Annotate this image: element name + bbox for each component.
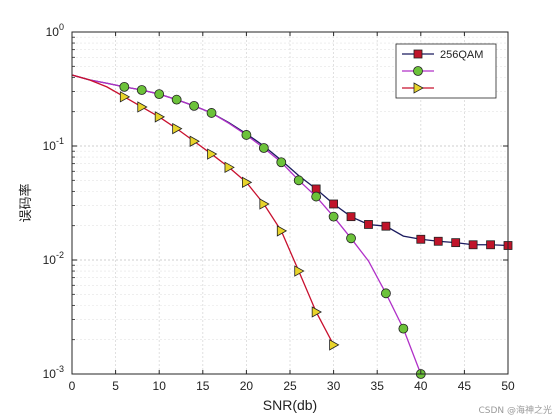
series-3-point bbox=[241, 176, 253, 189]
series-1-point bbox=[433, 236, 443, 246]
x-tick-label: 15 bbox=[196, 379, 210, 393]
y-tick-label: 10-3 bbox=[43, 364, 64, 381]
legend-label: 256QAM bbox=[440, 49, 483, 61]
series-2-point bbox=[206, 108, 217, 118]
series-2-point bbox=[119, 81, 130, 92]
series-3-point bbox=[259, 198, 270, 210]
series-2-point bbox=[346, 233, 356, 244]
series-2-point bbox=[258, 143, 269, 153]
series-1-point bbox=[486, 240, 495, 250]
series-2-point bbox=[311, 191, 322, 202]
series-2-point bbox=[171, 94, 182, 105]
series-1-point bbox=[468, 240, 478, 250]
x-tick-label: 5 bbox=[112, 379, 119, 393]
y-tick-label: 10-2 bbox=[43, 250, 64, 267]
y-tick-label: 100 bbox=[46, 22, 64, 39]
series-layer bbox=[71, 74, 513, 379]
legend-marker bbox=[413, 82, 424, 94]
series-3-point bbox=[207, 148, 218, 160]
series-1-point bbox=[329, 199, 339, 209]
x-tick-label: 10 bbox=[153, 379, 167, 393]
series-3-point bbox=[224, 161, 235, 174]
series-2-point bbox=[328, 211, 339, 222]
x-axis-title: SNR(db) bbox=[263, 397, 317, 413]
series-2-point bbox=[398, 323, 409, 334]
series-3 bbox=[71, 74, 340, 351]
axes: 0 5 10 15 20 25 30 35 40 45 50 100 10-1 10-2 10-3 bbox=[43, 22, 515, 393]
x-tick-label: 45 bbox=[458, 379, 472, 393]
series-1-point bbox=[364, 220, 373, 229]
series-2-point bbox=[241, 130, 252, 140]
series-1-point bbox=[416, 234, 426, 244]
series-3-point bbox=[119, 91, 131, 103]
series-3-point bbox=[311, 306, 322, 318]
series-3-line bbox=[71, 74, 335, 346]
watermark: CSDN @海神之光 bbox=[478, 406, 552, 416]
legend: 256QAM bbox=[395, 43, 497, 99]
y-tick-label: 10-1 bbox=[43, 136, 64, 153]
series-2-point bbox=[276, 157, 287, 168]
series-2-point bbox=[136, 85, 147, 95]
x-tick-label: 35 bbox=[371, 379, 385, 393]
series-2-point bbox=[154, 89, 165, 100]
series-3-point bbox=[172, 122, 183, 135]
series-1-point bbox=[381, 221, 391, 231]
series-2-point bbox=[381, 288, 391, 299]
x-tick-label: 0 bbox=[69, 379, 76, 393]
series-2-point bbox=[293, 175, 304, 186]
series-1-point bbox=[346, 212, 356, 222]
series-3-point bbox=[329, 339, 340, 351]
x-tick-label: 50 bbox=[501, 379, 515, 393]
x-tick-label: 40 bbox=[414, 379, 428, 393]
series-2 bbox=[71, 74, 426, 379]
series-3-point bbox=[154, 111, 166, 123]
series-3-point bbox=[189, 135, 200, 147]
series-3-point bbox=[294, 265, 305, 277]
series-1-point bbox=[451, 238, 461, 248]
x-tick-label: 30 bbox=[327, 379, 341, 393]
legend-marker bbox=[413, 49, 423, 59]
x-tick-label: 25 bbox=[283, 379, 297, 393]
series-3-point bbox=[276, 225, 288, 237]
legend-marker bbox=[413, 66, 423, 76]
x-tick-label: 20 bbox=[240, 379, 254, 393]
series-3-point bbox=[137, 101, 148, 113]
series-2-point bbox=[189, 100, 199, 111]
y-axis-title: 误码率 bbox=[18, 183, 34, 222]
